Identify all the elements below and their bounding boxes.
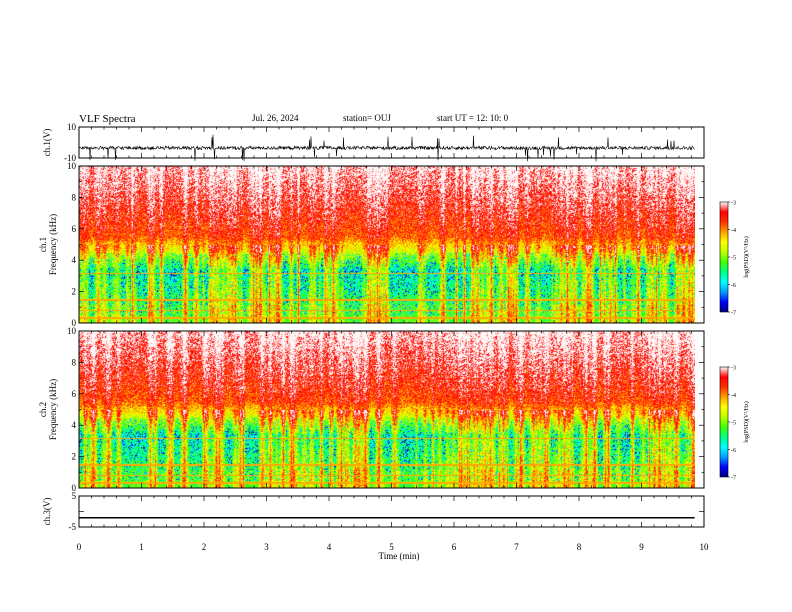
y-tick-label: 6 [72, 224, 77, 234]
colorbar-tick-label: -4 [731, 228, 736, 234]
ch1-waveform-trace [78, 134, 695, 162]
x-tick-label: 2 [202, 542, 207, 552]
y-tick-label: 8 [72, 192, 77, 202]
colorbar-tick-label: -7 [731, 476, 736, 482]
colorbar-label: log(PSD)(V²/Hz) [743, 236, 750, 277]
colorbars: -3 -4 -5 -6 -7 log(PSD)(V²/Hz) -3 -4 -5 -6 -7 log(P… [719, 201, 750, 482]
y-axis-label: Frequency (kHz) [48, 214, 58, 275]
y-tick-label: -10 [64, 153, 76, 163]
y-tick-label: 6 [72, 389, 77, 399]
colorbar-tick-label: -6 [731, 283, 736, 289]
colorbar-scale [719, 201, 729, 313]
x-tick-label: 5 [389, 542, 394, 552]
y-tick-label: 0 [72, 483, 77, 493]
colorbar-tick-label: -5 [731, 421, 736, 427]
x-tick-label: 10 [700, 542, 710, 552]
y-axis-label: ch.3(V) [42, 498, 52, 526]
y-axis-label: ch.1(V) [42, 129, 52, 157]
ch2-spectrogram-image [79, 331, 695, 488]
ch1-spectrogram-image [79, 166, 695, 323]
y-tick-label: 10 [67, 326, 77, 336]
y-tick-label: 4 [72, 420, 77, 430]
y-tick-label: 2 [72, 452, 77, 462]
y-tick-label: 4 [72, 255, 77, 265]
station-label: station= OUJ [343, 113, 391, 123]
colorbar-label: log(PSD)(V²/Hz) [743, 401, 750, 442]
y-axis-label: ch.1 [38, 237, 48, 252]
y-tick-label: 10 [67, 122, 77, 132]
colorbar-tick-label: -3 [731, 201, 736, 207]
ch1-spectrogram-pixels [79, 166, 695, 323]
y-tick-label: -5 [69, 522, 77, 532]
y-axis-label: Frequency (kHz) [48, 379, 58, 440]
axes [78, 126, 705, 528]
x-tick-label: 1 [139, 542, 144, 552]
colorbar-scale [719, 366, 729, 478]
x-tick-label: 7 [514, 542, 519, 552]
ch2-spectrogram-pixels [79, 331, 695, 488]
x-tick-label: 8 [577, 542, 582, 552]
colorbar-tick-label: -5 [731, 256, 736, 262]
start-time-label: start UT = 12: 10: 0 [437, 113, 509, 123]
date-label: Jul. 26, 2024 [252, 113, 299, 123]
colorbar-tick-label: -4 [731, 393, 736, 399]
y-tick-label: 10 [67, 161, 77, 171]
colorbar-tick-label: -7 [731, 311, 736, 317]
y-axis-label: ch.2 [38, 402, 48, 417]
x-tick-label: 4 [327, 542, 332, 552]
x-tick-label: 3 [264, 542, 269, 552]
y-tick-label: 2 [72, 287, 77, 297]
chart-title: VLF Spectra [79, 113, 136, 125]
x-tick-label: 9 [639, 542, 644, 552]
colorbar-tick-label: -6 [731, 448, 736, 454]
x-tick-label: 6 [452, 542, 457, 552]
y-tick-label: 8 [72, 357, 77, 367]
x-axis-label: Time (min) [379, 551, 420, 561]
ch1-waveform-line [78, 134, 695, 162]
y-tick-label: 5 [72, 491, 77, 501]
colorbar-tick-label: -3 [731, 366, 736, 372]
x-tick-label: 0 [77, 542, 82, 552]
y-tick-label: 0 [72, 318, 77, 328]
